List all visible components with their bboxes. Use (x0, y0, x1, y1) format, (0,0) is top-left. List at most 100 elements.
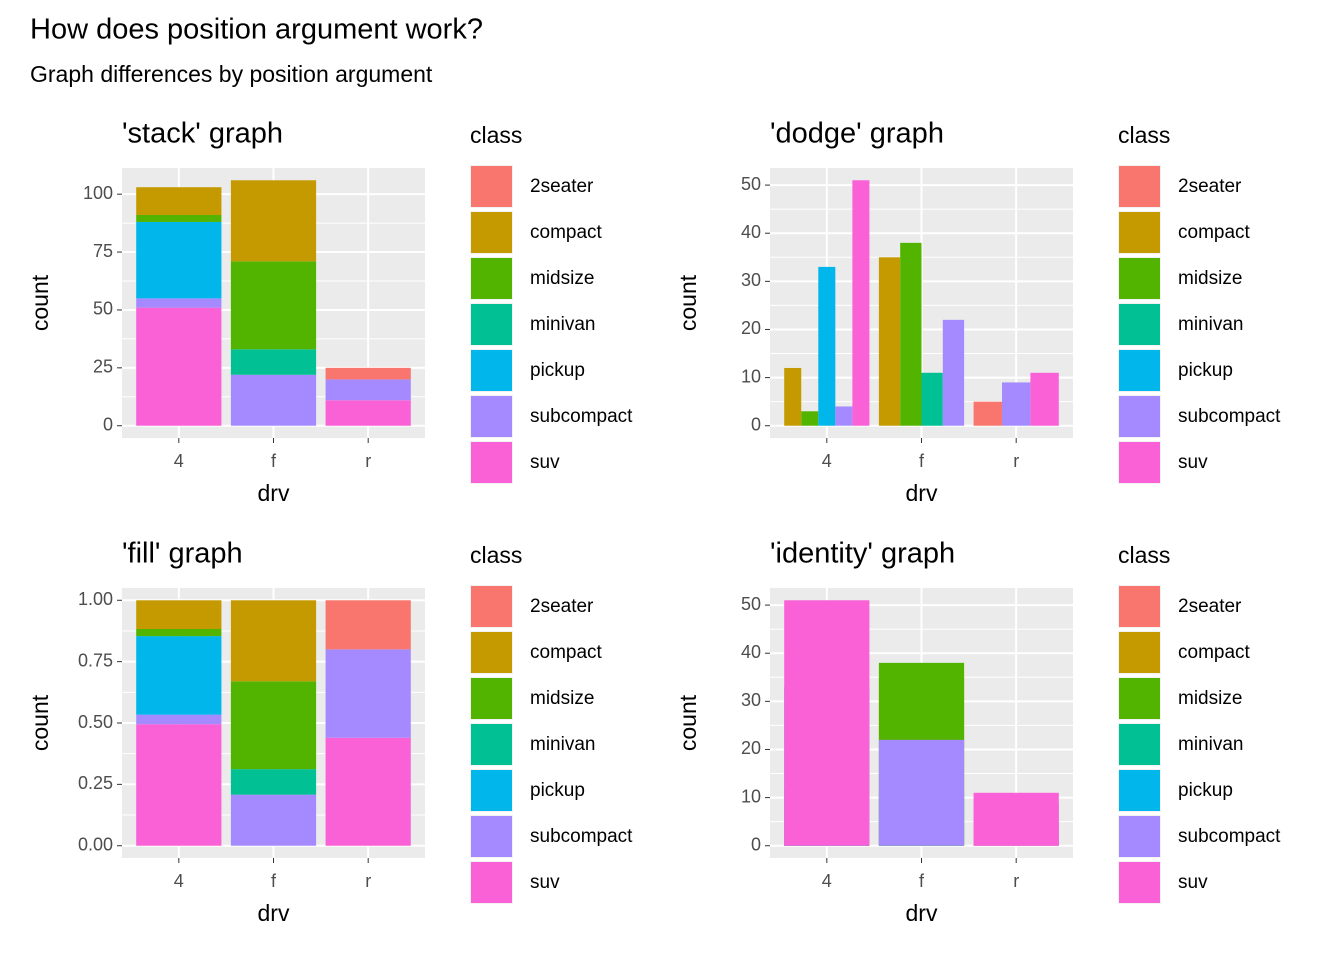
legend-label: midsize (530, 268, 594, 289)
y-axis-title: count (27, 694, 53, 751)
legend-swatch (471, 304, 512, 345)
legend-label: 2seater (530, 596, 594, 617)
legend-label: 2seater (1178, 176, 1242, 197)
legend-swatch (1119, 396, 1160, 437)
legend-label: minivan (1178, 734, 1243, 755)
legend-label: pickup (1178, 780, 1233, 801)
legend-title: class (1118, 122, 1170, 148)
legend-title: class (1118, 542, 1170, 568)
legend-label: midsize (1178, 268, 1242, 289)
x-tick-label: r (365, 871, 371, 891)
legend-label: subcompact (1178, 826, 1281, 847)
bar (1001, 382, 1031, 426)
legend-label: minivan (530, 734, 595, 755)
y-tick-label: 0.75 (78, 650, 113, 670)
legend-swatch (1119, 678, 1160, 719)
x-axis-title: drv (906, 480, 938, 506)
bar (230, 374, 317, 426)
bar (801, 411, 819, 426)
y-tick-label: 50 (741, 174, 761, 194)
legend-swatch (1119, 770, 1160, 811)
y-tick-label: 30 (741, 690, 761, 710)
y-tick-label: 10 (741, 366, 761, 386)
bar (942, 319, 965, 426)
bar (230, 681, 317, 770)
legend-swatch (1119, 586, 1160, 627)
legend-swatch (471, 442, 512, 483)
legend-label: suv (530, 452, 560, 473)
chart-title: 'fill' graph (122, 538, 243, 570)
bar (835, 406, 853, 426)
bar (136, 714, 222, 725)
y-tick-label: 20 (741, 318, 761, 338)
y-tick-label: 0.00 (78, 834, 113, 854)
legend-swatch (1119, 724, 1160, 765)
y-tick-label: 25 (93, 357, 113, 377)
x-axis-title: drv (258, 900, 290, 926)
legend-swatch (471, 586, 512, 627)
y-tick-label: 1.00 (78, 589, 113, 609)
x-tick-label: f (919, 451, 925, 471)
bar (136, 307, 222, 426)
legend-label: pickup (1178, 360, 1233, 381)
legend-swatch (471, 724, 512, 765)
legend-swatch (471, 770, 512, 811)
legend-label: midsize (1178, 688, 1242, 709)
x-tick-label: 4 (822, 871, 832, 891)
bar (784, 600, 870, 846)
x-axis-title: drv (258, 480, 290, 506)
legend-swatch (1119, 862, 1160, 903)
legend-swatch (1119, 304, 1160, 345)
legend-label: suv (530, 872, 560, 893)
y-axis-title: count (675, 694, 701, 751)
legend-label: pickup (530, 780, 585, 801)
legend-swatch (1119, 632, 1160, 673)
bar (136, 221, 222, 299)
bar (325, 737, 411, 846)
y-tick-label: 75 (93, 241, 113, 261)
bar (230, 349, 317, 375)
bar (230, 261, 317, 350)
y-axis-title: count (675, 274, 701, 331)
legend-label: subcompact (530, 826, 633, 847)
y-tick-label: 30 (741, 270, 761, 290)
legend-title: class (470, 542, 522, 568)
x-tick-label: r (365, 451, 371, 471)
legend-swatch (471, 166, 512, 207)
bar (852, 180, 870, 426)
y-tick-label: 100 (83, 183, 113, 203)
bar (973, 401, 1002, 426)
legend-swatch (471, 632, 512, 673)
legend-swatch (1119, 166, 1160, 207)
y-axis-title: count (27, 274, 53, 331)
legend-label: minivan (1178, 314, 1243, 335)
legend-swatch (471, 396, 512, 437)
bar (921, 372, 943, 426)
y-tick-label: 0.25 (78, 773, 113, 793)
x-tick-label: r (1013, 451, 1019, 471)
y-tick-label: 10 (741, 786, 761, 806)
legend-swatch (471, 350, 512, 391)
legend-swatch (471, 678, 512, 719)
bar (136, 628, 222, 637)
x-tick-label: 4 (822, 451, 832, 471)
y-tick-label: 20 (741, 738, 761, 758)
bar (878, 739, 965, 846)
legend-swatch (471, 816, 512, 857)
legend-label: suv (1178, 872, 1208, 893)
legend-swatch (1119, 816, 1160, 857)
bar (136, 298, 222, 308)
legend-label: midsize (530, 688, 594, 709)
legend-label: suv (1178, 452, 1208, 473)
y-tick-label: 50 (93, 299, 113, 319)
y-tick-label: 0.50 (78, 712, 113, 732)
x-tick-label: f (919, 871, 925, 891)
bar (325, 379, 411, 401)
legend-title: class (470, 122, 522, 148)
chart-title: 'identity' graph (770, 538, 955, 570)
bar (325, 600, 411, 650)
bar (325, 649, 411, 738)
bar (230, 769, 317, 795)
legend-label: pickup (530, 360, 585, 381)
